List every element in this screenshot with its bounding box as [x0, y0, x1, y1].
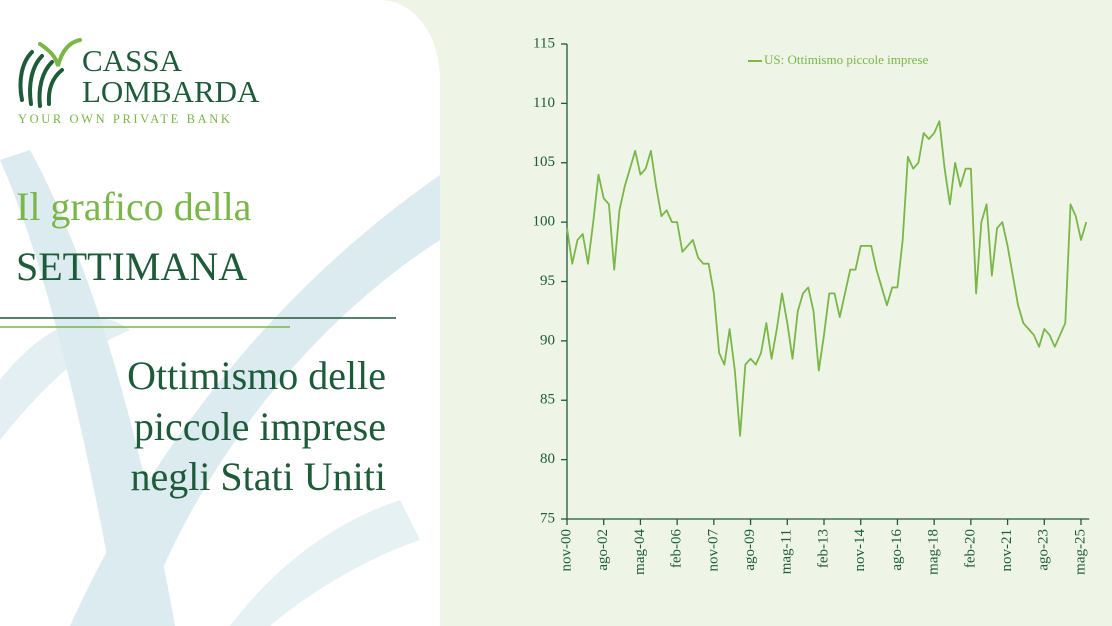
x-tick-label: feb-20	[962, 529, 978, 568]
logo-name: CASSA	[82, 43, 183, 78]
logo-name: LOMBARDA	[82, 74, 260, 109]
x-tick-label: nov-07	[705, 529, 721, 572]
y-tick-label: 105	[533, 154, 556, 170]
logo-icon	[18, 38, 82, 108]
heading-bold: SETTIMANA	[16, 244, 247, 289]
logo-tagline: YOUR OWN PRIVATE BANK	[18, 112, 232, 126]
x-tick-label: ago-23	[1036, 529, 1052, 571]
x-tick-label: nov-14	[852, 529, 868, 572]
legend-label: US: Ottimismo piccole imprese	[764, 52, 929, 67]
x-tick-label: ago-02	[595, 529, 611, 571]
x-tick-label: mag-04	[632, 529, 648, 575]
chart-panel	[380, 0, 1112, 626]
y-tick-label: 85	[540, 392, 555, 408]
x-tick-label: nov-00	[558, 529, 574, 572]
x-tick-label: nov-21	[999, 529, 1015, 572]
x-tick-label: feb-06	[669, 529, 685, 569]
x-tick-label: mag-25	[1072, 529, 1088, 575]
data-line	[566, 120, 1088, 437]
y-tick-label: 100	[533, 214, 556, 230]
y-tick-label: 75	[540, 510, 555, 526]
y-tick-label: 95	[540, 273, 555, 289]
subtitle: negli Stati Uniti	[130, 454, 386, 499]
brush-decoration	[0, 150, 440, 626]
x-tick-label: ago-09	[742, 529, 758, 571]
y-tick-label: 115	[533, 35, 555, 51]
x-tick-label: feb-13	[815, 529, 831, 568]
subtitle: piccole imprese	[134, 404, 386, 449]
x-tick-label: ago-16	[889, 529, 905, 571]
x-tick-label: mag-18	[926, 529, 942, 575]
y-tick-label: 80	[540, 451, 555, 467]
subtitle: Ottimismo delle	[127, 353, 386, 398]
x-tick-label: mag-11	[779, 529, 795, 574]
y-tick-label: 90	[540, 332, 555, 348]
heading-light: Il grafico della	[16, 184, 252, 229]
y-tick-label: 110	[533, 95, 555, 111]
